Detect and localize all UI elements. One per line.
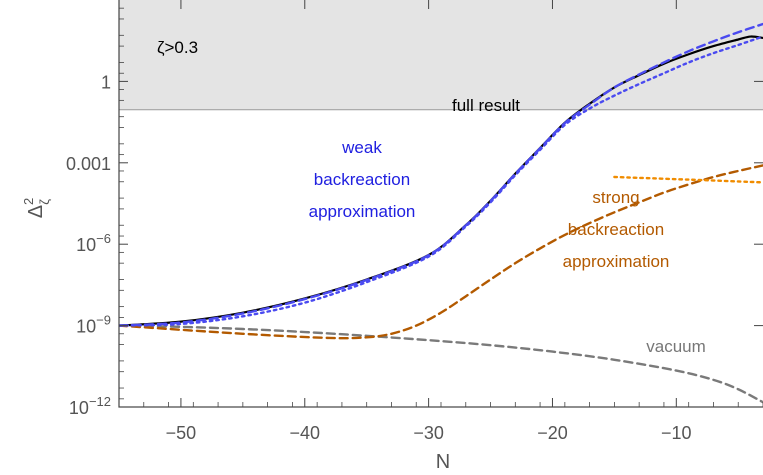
ann-strong-line: backreaction xyxy=(568,220,664,239)
ann-shaded-line: ζ>0.3 xyxy=(157,38,198,57)
ann-weak-line: weak xyxy=(341,138,382,157)
axes: −50 −40 −30 −20 −10 1 0.001 10−6 10−9 10−12 N Δ2ζ xyxy=(21,0,763,473)
series-line-1 xyxy=(119,35,763,327)
y-axis-label: Δ2ζ xyxy=(21,198,52,219)
x-tick-label: −40 xyxy=(289,423,320,443)
x-tick-label: −20 xyxy=(537,423,568,443)
ann-strong-line: approximation xyxy=(563,252,670,271)
annotations: ζ>0.3 full result weak backreaction approxim… xyxy=(157,38,706,356)
x-tick-label: −50 xyxy=(166,423,197,443)
series-line-3 xyxy=(119,164,763,340)
y-axis-label-text: Δ2ζ xyxy=(21,198,52,219)
series-group xyxy=(119,22,763,404)
x-axis-label: N xyxy=(436,451,450,473)
y-tick-label: 1 xyxy=(101,72,111,92)
ann-weak-line: approximation xyxy=(309,202,416,221)
shaded-rect xyxy=(119,0,763,110)
plot-frame xyxy=(118,0,763,408)
series-line-5 xyxy=(119,324,763,404)
ann-full-line: full result xyxy=(452,96,520,115)
y-tick-label: 0.001 xyxy=(66,154,111,174)
ann-strong-line: strong xyxy=(592,188,639,207)
y-tick-label: 10−12 xyxy=(69,394,111,418)
x-tick-label: −10 xyxy=(661,423,692,443)
x-tick-label: −30 xyxy=(413,423,444,443)
series-line-4 xyxy=(613,175,763,184)
y-tick-label: 10−6 xyxy=(76,231,111,255)
ann-weak-line: backreaction xyxy=(314,170,410,189)
shaded-region xyxy=(119,0,763,111)
y-tick-label: 10−9 xyxy=(76,313,111,337)
ann-vacuum-line: vacuum xyxy=(646,337,706,356)
